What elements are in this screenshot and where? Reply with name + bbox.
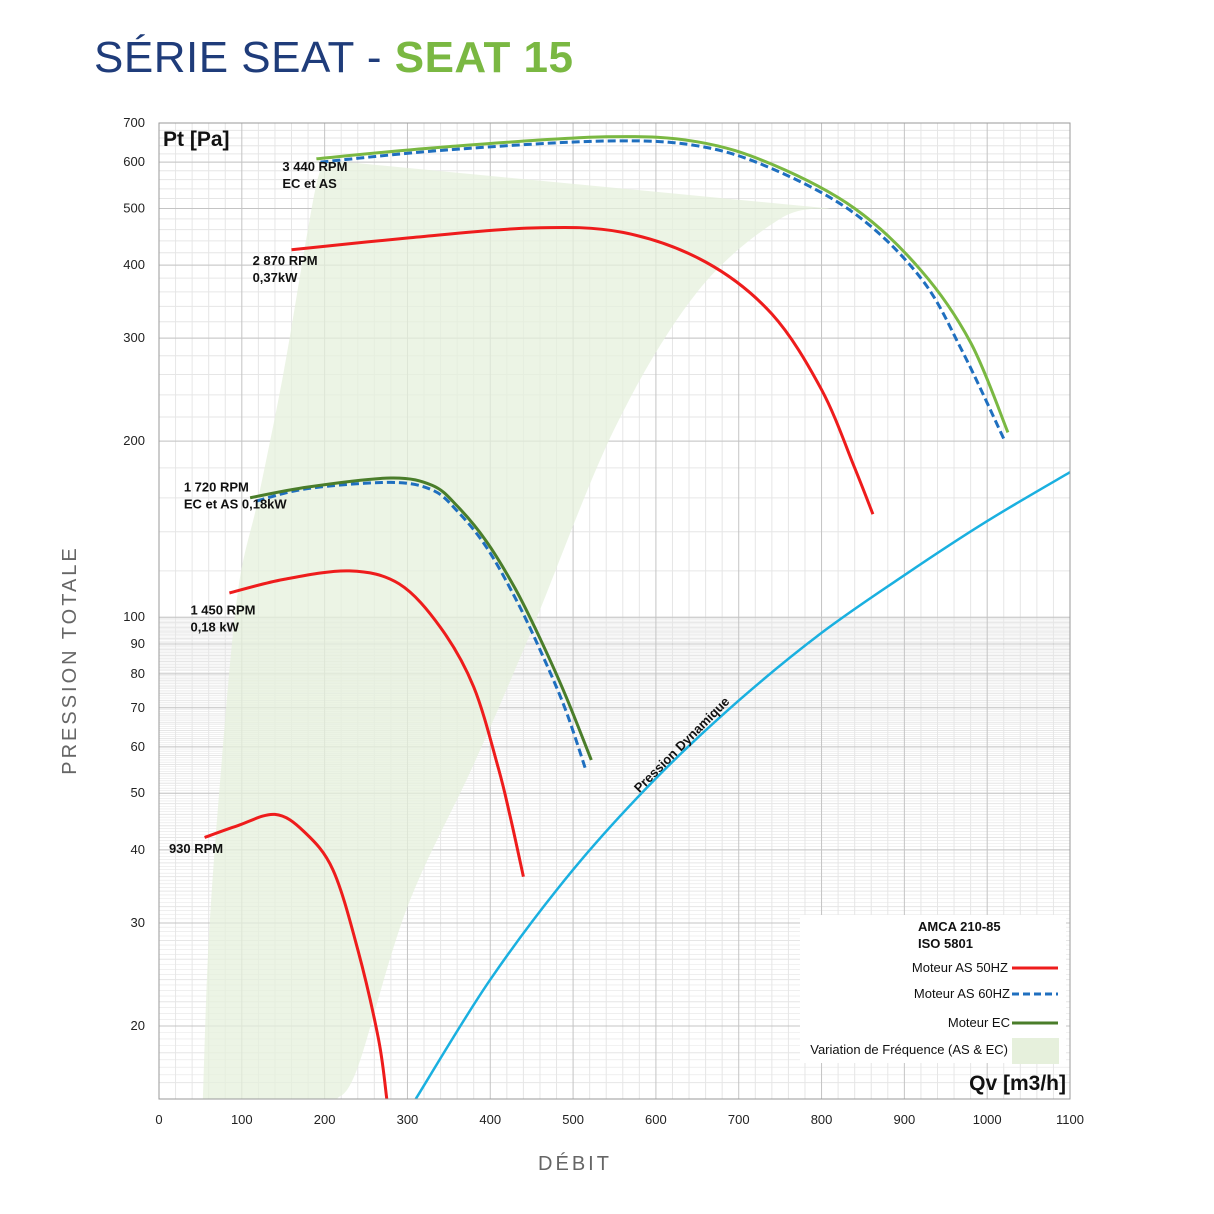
frequency-variation-band [202, 160, 830, 1099]
y-axis-title: PRESSION TOTALE [59, 545, 81, 775]
legend-item-as60: Moteur AS 60HZ [914, 986, 1058, 1001]
y-tick-label: 50 [131, 785, 145, 800]
title-prefix: SÉRIE SEAT - [94, 33, 395, 82]
y-tick-label: 400 [123, 257, 145, 272]
series-line-as60-2 [256, 480, 587, 770]
legend-label-ec: Moteur EC [948, 1015, 1010, 1030]
series-line-as50-1 [229, 569, 525, 878]
legend-item-as50: Moteur AS 50HZ [912, 960, 1058, 975]
series-line-as50-4 [291, 225, 875, 515]
curve-label-line: 0,18 kW [190, 620, 239, 635]
y-tick-labels: 20 30 40 50 60 70 80 90 100 200 300 400 500 600 700 [123, 115, 145, 1033]
x-tick-label: 700 [728, 1112, 750, 1127]
x-tick-label: 1100 [1056, 1112, 1084, 1127]
x-tick-label: 1000 [973, 1112, 1002, 1127]
x-tick-label: 900 [894, 1112, 916, 1127]
series-line-dynamic-7 [414, 471, 1071, 1100]
curve-label-line: 1 720 RPM [184, 480, 249, 495]
y-tick-label: 60 [131, 739, 145, 754]
legend-label-as60: Moteur AS 60HZ [914, 986, 1010, 1001]
legend-standard-iso: ISO 5801 [918, 936, 973, 951]
curve-label-2: 1 720 RPM EC et AS 0,18kW [184, 480, 288, 512]
x-unit-label: Qv [m3/h] [969, 1072, 1066, 1095]
x-tick-label: 800 [811, 1112, 833, 1127]
y-unit-label: Pt [Pa] [163, 128, 230, 151]
curve-label-line: 3 440 RPM [282, 159, 347, 174]
series-layer [204, 135, 1071, 1100]
title-model: SEAT 15 [394, 33, 574, 82]
x-tick-label: 600 [645, 1112, 667, 1127]
legend: AMCA 210-85 ISO 5801 Moteur AS 50HZ Mote… [800, 915, 1066, 1064]
y-tick-label: 700 [123, 115, 145, 130]
curve-label-line: 2 870 RPM [253, 253, 318, 268]
curve-label-1: 1 450 RPM 0,18 kW [190, 603, 255, 635]
x-axis-title: DÉBIT [538, 1152, 612, 1175]
curve-label-line: EC et AS [282, 176, 337, 191]
y-tick-label: 40 [131, 842, 145, 857]
series-line-ec-6 [316, 135, 1010, 433]
plot-frame [158, 122, 1071, 1100]
x-tick-label: 100 [231, 1112, 253, 1127]
y-tick-label: 100 [123, 609, 145, 624]
y-tick-label: 500 [123, 200, 145, 215]
curve-label-4: 3 440 RPM EC et AS [282, 159, 347, 191]
curve-label-line: 0,37kW [253, 270, 299, 285]
x-tick-labels: 0 100 200 300 400 500 600 700 800 900 1000 1100 [155, 1112, 1084, 1127]
curve-label-3: 2 870 RPM 0,37kW [253, 253, 318, 285]
y-tick-label: 300 [123, 330, 145, 345]
series-line-as50-0 [204, 812, 389, 1100]
legend-swatch-band [1012, 1038, 1059, 1064]
x-tick-label: 0 [155, 1112, 162, 1127]
x-tick-label: 500 [562, 1112, 584, 1127]
curve-label-line: 930 RPM [169, 841, 223, 856]
legend-label-band: Variation de Fréquence (AS & EC) [810, 1042, 1008, 1057]
curve-label-line: EC et AS 0,18kW [184, 497, 288, 512]
legend-item-band: Variation de Fréquence (AS & EC) [810, 1038, 1059, 1064]
page-title: SÉRIE SEAT - SEAT 15 [94, 32, 573, 84]
y-tick-label: 30 [131, 915, 145, 930]
x-tick-label: 200 [314, 1112, 336, 1127]
legend-item-ec: Moteur EC [948, 1015, 1058, 1030]
series-line-as60-5 [320, 139, 1006, 440]
curve-label-line: 1 450 RPM [190, 603, 255, 618]
curve-label-0: 930 RPM [169, 841, 223, 856]
y-tick-label: 20 [131, 1018, 145, 1033]
y-tick-label: 80 [131, 666, 145, 681]
y-tick-label: 90 [131, 636, 145, 651]
y-tick-label: 600 [123, 154, 145, 169]
x-tick-label: 400 [479, 1112, 501, 1127]
legend-standard-amca: AMCA 210-85 [918, 919, 1001, 934]
series-line-ec-3 [249, 476, 593, 761]
legend-label-as50: Moteur AS 50HZ [912, 960, 1008, 975]
y-tick-label: 70 [131, 700, 145, 715]
x-tick-label: 300 [397, 1112, 419, 1127]
y-tick-label: 200 [123, 433, 145, 448]
